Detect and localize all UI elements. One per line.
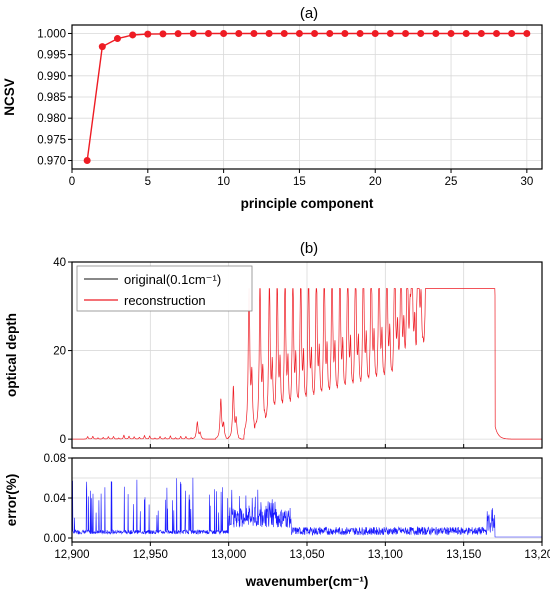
ncsv-point <box>311 29 319 37</box>
panel-a-x-axis-label: principle component <box>241 196 374 211</box>
ncsv-point <box>83 157 91 165</box>
error-line <box>71 477 542 538</box>
error-panel-x-ticks: 12,900 12,950 13,000 13,050 13,100 13,15… <box>54 549 550 561</box>
ncsv-point <box>144 30 152 38</box>
error-xtick-label: 13,000 <box>211 549 246 561</box>
error-ytick-label: 0.00 <box>44 533 66 545</box>
ncsv-point <box>98 43 106 51</box>
panel-a-xtick-label: 30 <box>520 176 533 188</box>
ncsv-point <box>220 29 228 37</box>
panel-a-ytick-label: 0.985 <box>37 92 66 104</box>
panel-b-y-ticks: 0 20 40 <box>53 257 66 446</box>
panel-a-xtick-label: 5 <box>145 176 151 188</box>
error-ytick-label: 0.08 <box>44 453 66 465</box>
ncsv-point <box>326 29 334 37</box>
ncsv-point <box>371 29 379 37</box>
ncsv-point <box>129 31 137 39</box>
panel-a-xtick-label: 25 <box>445 176 458 188</box>
ncsv-point <box>113 35 121 43</box>
ncsv-point <box>204 29 212 37</box>
panel-a-y-axis-label: NCSV <box>2 78 17 116</box>
ncsv-point <box>250 29 258 37</box>
panel-a-ytick-label: 0.980 <box>37 113 66 125</box>
panel-a-ytick-label: 0.970 <box>37 156 66 168</box>
panel-a-ytick-label: 1.000 <box>37 28 66 40</box>
ncsv-point <box>265 29 273 37</box>
panel-a-xtick-label: 15 <box>293 176 306 188</box>
panel-a-x-ticks: 0 5 10 15 20 25 30 <box>69 176 533 188</box>
error-ytick-label: 0.04 <box>44 493 67 505</box>
ncsv-point <box>386 29 394 37</box>
panel-a-series <box>83 29 531 165</box>
ncsv-point <box>402 29 410 37</box>
error-xtick-label: 13,200 <box>524 549 550 561</box>
error-xtick-label: 13,100 <box>368 549 403 561</box>
legend-label-reconstruction: reconstruction <box>124 293 206 308</box>
panel-a-ytick-label: 0.990 <box>37 71 66 83</box>
legend-box <box>76 265 253 312</box>
panel-a-frame <box>71 24 543 170</box>
panel-b-title: (b) <box>300 240 318 257</box>
ncsv-point <box>280 29 288 37</box>
panel-a-grid <box>68 25 542 173</box>
reconstruction-line <box>72 288 542 440</box>
ncsv-point <box>493 29 501 37</box>
ncsv-point <box>235 29 243 37</box>
ncsv-point <box>432 29 440 37</box>
error-y-axis-label: error(%) <box>4 474 19 527</box>
panel-a-xtick-label: 10 <box>217 176 230 188</box>
error-xtick-label: 13,150 <box>446 549 481 561</box>
ncsv-point <box>189 29 197 37</box>
error-xtick-label: 12,950 <box>133 549 168 561</box>
ncsv-point <box>417 29 425 37</box>
ncsv-point <box>523 29 531 37</box>
ncsv-point <box>356 29 364 37</box>
legend: original(0.1cm⁻¹) reconstruction <box>76 265 253 312</box>
panel-a-title: (a) <box>300 5 318 22</box>
ncsv-point <box>341 29 349 37</box>
ncsv-point <box>447 29 455 37</box>
error-panel-series <box>71 477 542 538</box>
panel-a-ytick-label: 0.995 <box>37 50 66 62</box>
panel-a-ytick-label: 0.975 <box>37 134 66 146</box>
panel-b-ytick-label: 40 <box>53 257 66 269</box>
ncsv-point <box>462 29 470 37</box>
x-axis-label: wavenumber(cm⁻¹) <box>245 574 369 589</box>
error-panel-y-ticks: 0.00 0.04 0.08 <box>44 453 67 545</box>
error-xtick-label: 13,050 <box>289 549 324 561</box>
ncsv-point <box>159 30 167 38</box>
ncsv-point <box>508 29 516 37</box>
panel-b-frame <box>71 261 543 449</box>
panel-b-ytick-label: 0 <box>60 434 66 446</box>
panel-b-ytick-label: 20 <box>53 346 66 358</box>
panel-a-y-ticks: 0.970 0.975 0.980 0.985 0.990 0.995 1.00… <box>37 28 66 167</box>
panel-b-y-axis-label: optical depth <box>4 313 19 397</box>
ncsv-point <box>295 29 303 37</box>
ncsv-point <box>477 29 485 37</box>
panel-a-xtick-label: 20 <box>369 176 382 188</box>
ncsv-point <box>174 30 182 38</box>
error-xtick-label: 12,900 <box>54 549 89 561</box>
error-panel-frame <box>71 457 543 543</box>
panel-a-xtick-label: 0 <box>69 176 75 188</box>
legend-label-original: original(0.1cm⁻¹) <box>124 272 221 287</box>
panel-b-spectrum <box>72 288 542 440</box>
